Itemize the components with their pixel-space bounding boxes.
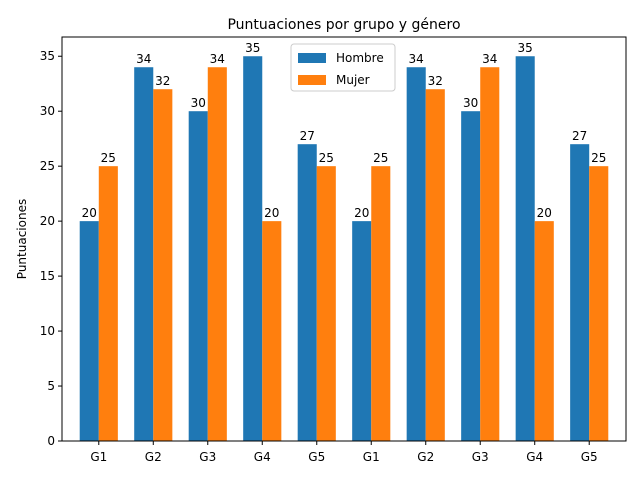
- x-tick-label: G3: [199, 450, 216, 464]
- y-tick-label: 20: [40, 214, 55, 228]
- y-axis-label: Puntuaciones: [15, 199, 29, 279]
- y-axis-ticks: 0 5 10 15 20 25 30 35: [40, 49, 62, 448]
- bar-mujer: [98, 166, 118, 441]
- plot-frame: [61, 36, 627, 442]
- x-tick-label: G3: [472, 450, 489, 464]
- bar-value-label: 34: [409, 52, 424, 66]
- bar-hombre: [188, 111, 208, 442]
- bar-value-label: 30: [191, 96, 206, 110]
- bar-hombre: [134, 67, 154, 441]
- x-tick-label: G5: [308, 450, 325, 464]
- bar-value-label: 20: [537, 206, 552, 220]
- y-tick-label: 10: [40, 324, 55, 338]
- bar-value-label: 30: [463, 96, 478, 110]
- y-tick-label: 15: [40, 269, 55, 283]
- bar-value-label: 34: [482, 52, 497, 66]
- x-tick-label: G1: [90, 450, 107, 464]
- bar-mujer: [207, 67, 227, 441]
- bar-hombre: [570, 144, 590, 442]
- legend-swatch-mujer: [298, 75, 326, 85]
- bar-labels-group: 20 34 30 35 27 20 34 30 35 27 25 32 34 20 25 25 32 34 20 25: [82, 41, 607, 220]
- bar-hombre: [243, 56, 263, 441]
- chart-title: Puntuaciones por grupo y género: [227, 17, 460, 33]
- x-tick-label: G1: [363, 450, 380, 464]
- bar-hombre: [79, 221, 99, 441]
- bars-group: [79, 56, 609, 442]
- x-axis-ticks: G1 G2 G3 G4 G5 G1 G2 G3 G4 G5: [90, 441, 598, 464]
- legend-label-hombre: Hombre: [336, 51, 384, 65]
- y-tick-label: 5: [47, 379, 55, 393]
- bar-mujer: [262, 221, 282, 441]
- bar-value-label: 20: [264, 206, 279, 220]
- y-tick-label: 25: [40, 159, 55, 173]
- y-tick-label: 30: [40, 104, 55, 118]
- bar-value-label: 27: [300, 129, 315, 143]
- bar-value-label: 35: [518, 41, 533, 55]
- bar-value-label: 25: [101, 151, 116, 165]
- bar-mujer: [425, 89, 445, 442]
- bar-hombre: [515, 56, 535, 441]
- x-tick-label: G2: [417, 450, 434, 464]
- bar-hombre: [297, 144, 317, 442]
- x-tick-label: G5: [581, 450, 598, 464]
- legend: Hombre Mujer: [290, 43, 396, 92]
- x-tick-label: G4: [526, 450, 543, 464]
- bar-mujer: [589, 166, 609, 441]
- bar-mujer: [371, 166, 391, 441]
- bar-value-label: 34: [210, 52, 225, 66]
- bar-hombre: [406, 67, 426, 441]
- x-tick-label: G4: [254, 450, 271, 464]
- y-tick-label: 0: [47, 434, 55, 448]
- legend-swatch-hombre: [298, 53, 326, 63]
- legend-label-mujer: Mujer: [336, 73, 370, 87]
- x-tick-label: G2: [145, 450, 162, 464]
- bar-value-label: 25: [319, 151, 334, 165]
- bar-mujer: [316, 166, 336, 441]
- y-tick-label: 35: [40, 49, 55, 63]
- bar-value-label: 35: [245, 41, 260, 55]
- bar-value-label: 34: [136, 52, 151, 66]
- bar-mujer: [153, 89, 173, 442]
- bar-mujer: [534, 221, 554, 441]
- bar-value-label: 32: [428, 74, 443, 88]
- bar-value-label: 25: [591, 151, 606, 165]
- bar-value-label: 32: [155, 74, 170, 88]
- bar-value-label: 20: [82, 206, 97, 220]
- bar-mujer: [480, 67, 500, 441]
- bar-value-label: 25: [373, 151, 388, 165]
- bar-hombre: [461, 111, 481, 442]
- bar-hombre: [352, 221, 372, 441]
- bar-value-label: 27: [572, 129, 587, 143]
- bar-value-label: 20: [354, 206, 369, 220]
